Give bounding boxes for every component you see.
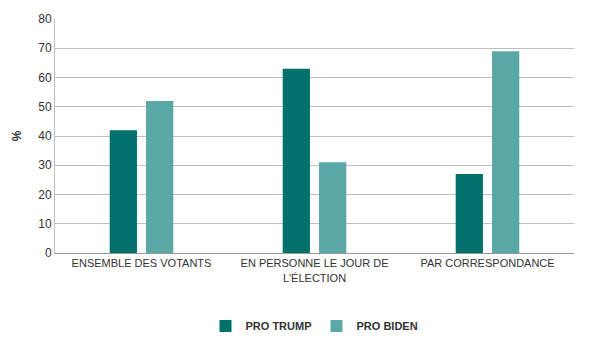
svg-text:60: 60 [38,71,52,85]
svg-text:40: 40 [38,129,52,143]
svg-text:0: 0 [45,246,52,260]
svg-text:30: 30 [38,158,52,172]
svg-text:10: 10 [38,217,52,231]
svg-text:%: % [10,130,24,141]
svg-text:ENSEMBLE DES VOTANTS: ENSEMBLE DES VOTANTS [72,257,212,269]
svg-text:20: 20 [38,188,52,202]
svg-text:50: 50 [38,100,52,114]
svg-text:PRO TRUMP: PRO TRUMP [246,320,312,332]
svg-text:EN PERSONNE LE JOUR DEL'ÉLECTI: EN PERSONNE LE JOUR DEL'ÉLECTION [241,257,389,283]
svg-text:PRO BIDEN: PRO BIDEN [357,320,418,332]
svg-text:PAR CORRESPONDANCE: PAR CORRESPONDANCE [420,257,554,269]
svg-text:80: 80 [38,12,52,26]
svg-text:70: 70 [38,41,52,55]
